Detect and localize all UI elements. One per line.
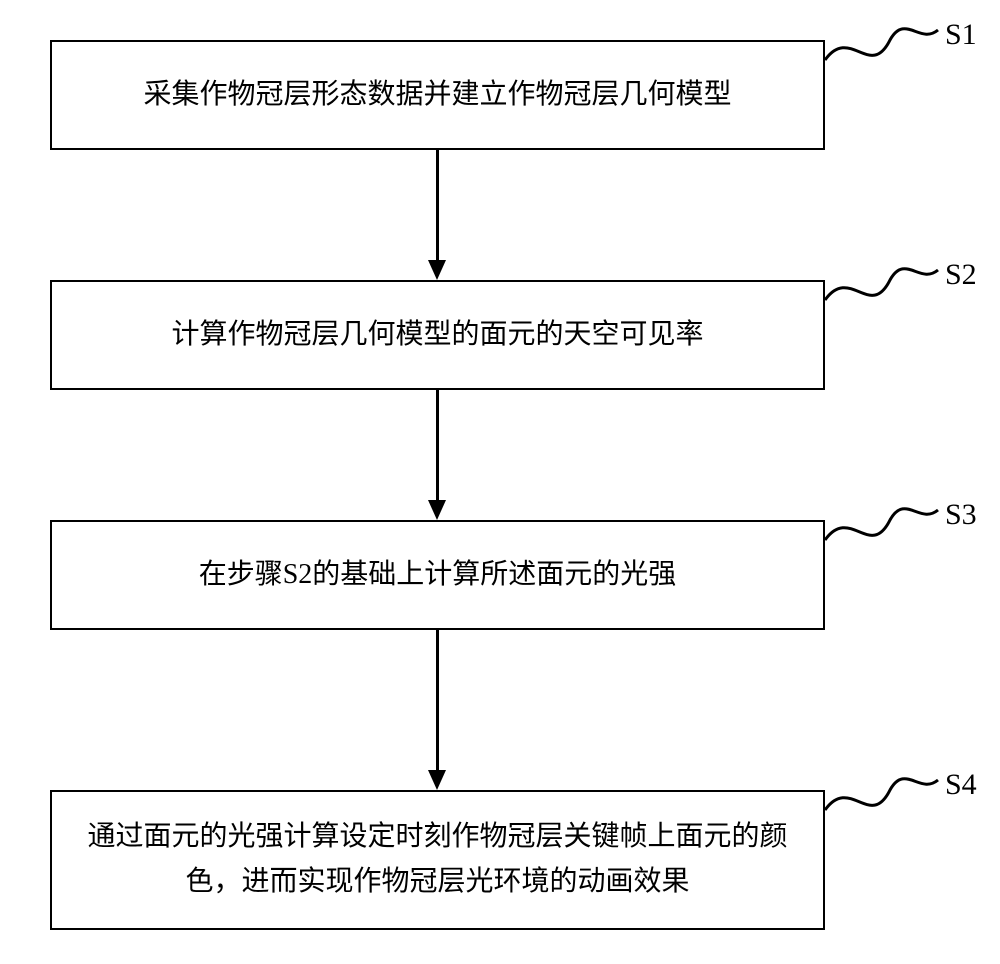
arrow-head-s3-s4: [428, 770, 446, 790]
arrow-head-s1-s2: [428, 260, 446, 280]
connector-squiggle-s2: [825, 255, 945, 315]
flowchart-canvas: 采集作物冠层形态数据并建立作物冠层几何模型 S1 计算作物冠层几何模型的面元的天…: [0, 0, 1000, 964]
step-text-s4: 通过面元的光强计算设定时刻作物冠层关键帧上面元的颜色，进而实现作物冠层光环境的动…: [72, 815, 803, 905]
step-label-s2: S2: [945, 258, 977, 292]
step-label-s1: S1: [945, 18, 977, 52]
arrow-head-s2-s3: [428, 500, 446, 520]
connector-squiggle-s1: [825, 15, 945, 75]
connector-squiggle-s3: [825, 495, 945, 555]
step-text-s3: 在步骤S2的基础上计算所述面元的光强: [199, 553, 677, 598]
step-box-s2: 计算作物冠层几何模型的面元的天空可见率: [50, 280, 825, 390]
step-box-s1: 采集作物冠层形态数据并建立作物冠层几何模型: [50, 40, 825, 150]
connector-squiggle-s4: [825, 765, 945, 825]
step-label-s3: S3: [945, 498, 977, 532]
arrow-s1-s2: [436, 150, 439, 260]
arrow-s3-s4: [436, 630, 439, 770]
step-label-s4: S4: [945, 768, 977, 802]
step-text-s2: 计算作物冠层几何模型的面元的天空可见率: [171, 313, 703, 358]
step-text-s1: 采集作物冠层形态数据并建立作物冠层几何模型: [143, 73, 731, 118]
step-box-s3: 在步骤S2的基础上计算所述面元的光强: [50, 520, 825, 630]
arrow-s2-s3: [436, 390, 439, 500]
step-box-s4: 通过面元的光强计算设定时刻作物冠层关键帧上面元的颜色，进而实现作物冠层光环境的动…: [50, 790, 825, 930]
